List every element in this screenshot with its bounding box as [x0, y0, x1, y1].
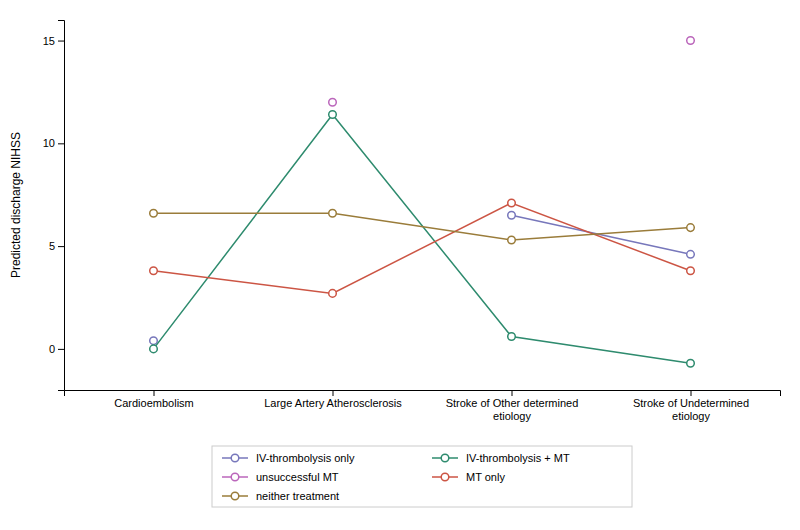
plot: Cardioembolism Large Artery Atheroscleros…: [9, 21, 781, 423]
x-tick-label-line: Stroke of Other determined: [446, 397, 579, 409]
x-tick-label: Large Artery Atherosclerosis: [264, 397, 402, 409]
x-tick-label: Cardioembolism: [114, 397, 193, 409]
y-tick-mark: [58, 246, 64, 247]
series: [329, 37, 695, 106]
x-axis: Cardioembolism Large Artery Atheroscleros…: [65, 390, 781, 422]
x-tick-label-line: Large Artery Atherosclerosis: [264, 397, 402, 409]
legend-label: unsuccessful MT: [256, 471, 339, 483]
point-marker: [687, 37, 695, 45]
y-tick-mark: [58, 41, 64, 42]
series-line: [154, 215, 691, 340]
y-tick-mark: [58, 143, 64, 144]
point-marker: [150, 345, 158, 353]
legend-frame: [212, 446, 632, 507]
x-tick-label: Stroke of Other determinedetiology: [446, 397, 579, 422]
y-axis-title: Predicted discharge NIHSS: [9, 132, 23, 278]
y-tick-label: 15: [43, 35, 55, 47]
legend-label: IV-thrombolysis only: [256, 452, 355, 464]
series-line: [154, 115, 691, 364]
x-tick-label: Stroke of Undeterminedetiology: [633, 397, 749, 422]
y-tick: 5: [49, 240, 64, 252]
y-tick-mark: [58, 349, 64, 350]
y-axis: 0 5 10 15: [43, 21, 65, 391]
point-marker: [687, 224, 695, 232]
point-marker: [508, 236, 516, 244]
x-axis-line: [65, 391, 781, 397]
x-tick-mark: [333, 390, 334, 396]
y-tick: 10: [43, 137, 64, 149]
legend-swatch-marker: [231, 454, 239, 462]
legend-item: IV-thrombolysis + MT: [432, 452, 570, 464]
legend-item: IV-thrombolysis only: [222, 452, 355, 464]
point-marker: [150, 337, 158, 345]
point-marker: [150, 267, 158, 275]
x-tick-label-line: etiology: [672, 410, 710, 422]
point-marker: [329, 209, 337, 217]
legend-item: unsuccessful MT: [222, 471, 339, 483]
x-tick-mark: [512, 390, 513, 396]
series: [150, 209, 695, 243]
point-marker: [508, 333, 516, 341]
series-line: [154, 203, 691, 293]
y-tick-label: 0: [49, 343, 55, 355]
x-tick-label-line: Stroke of Undetermined: [633, 397, 749, 409]
legend-item: MT only: [432, 471, 505, 483]
series: [150, 211, 695, 344]
point-marker: [687, 267, 695, 275]
legend-label: IV-thrombolysis + MT: [466, 452, 570, 464]
x-tick: Stroke of Undeterminedetiology: [633, 390, 749, 422]
point-marker: [329, 111, 337, 119]
x-tick: Stroke of Other determinedetiology: [446, 390, 579, 422]
series: [150, 111, 695, 367]
y-axis-line: [58, 21, 65, 391]
legend-label: MT only: [466, 471, 505, 483]
legend-label: neither treatment: [256, 490, 339, 502]
point-marker: [329, 290, 337, 298]
point-marker: [329, 98, 337, 106]
y-tick: 15: [43, 35, 64, 47]
y-tick-label: 10: [43, 137, 55, 149]
x-tick-label-line: Cardioembolism: [114, 397, 193, 409]
x-tick-mark: [691, 390, 692, 396]
series: [150, 199, 695, 297]
legend-swatch-marker: [441, 454, 449, 462]
legend-swatch-marker: [231, 473, 239, 481]
point-marker: [508, 211, 516, 219]
legend-swatch-marker: [441, 473, 449, 481]
y-tick: 0: [49, 343, 64, 355]
point-marker: [687, 359, 695, 367]
marks: [150, 37, 695, 367]
x-tick: Large Artery Atherosclerosis: [264, 390, 402, 409]
y-tick-label: 5: [49, 240, 55, 252]
point-marker: [508, 199, 516, 207]
point-marker: [687, 251, 695, 259]
legend: IV-thrombolysis only IV-thrombolysis + MT…: [212, 446, 632, 507]
series-line: [154, 213, 691, 240]
chart: Cardioembolism Large Artery Atheroscleros…: [0, 0, 800, 530]
series-line: [333, 41, 691, 103]
x-tick-label-line: etiology: [493, 410, 531, 422]
x-tick-mark: [154, 390, 155, 396]
point-marker: [150, 209, 158, 217]
x-tick: Cardioembolism: [114, 390, 193, 409]
legend-item: neither treatment: [222, 490, 339, 502]
legend-swatch-marker: [231, 492, 239, 500]
